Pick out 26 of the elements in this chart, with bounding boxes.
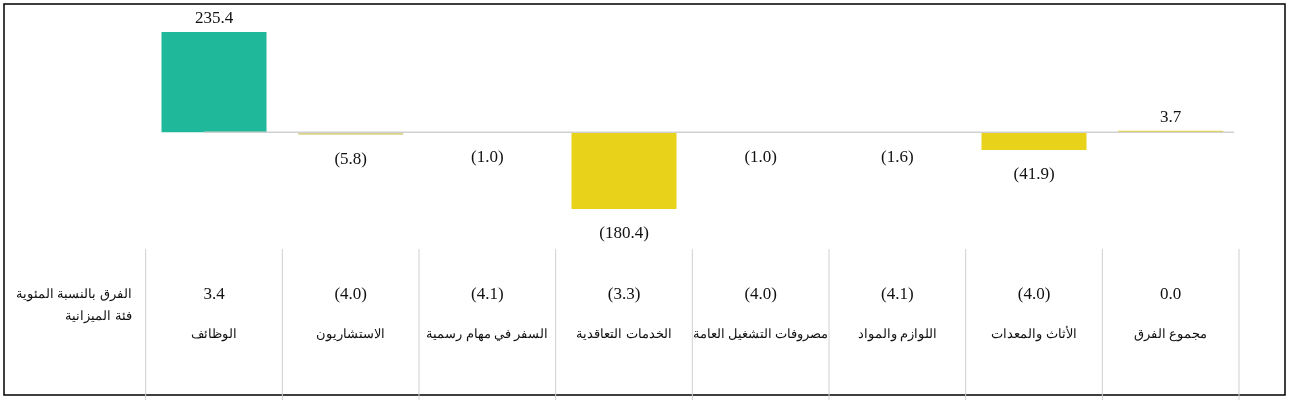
x-tick-label: الخدمات التعاقدية xyxy=(576,326,672,341)
data-label: (41.9) xyxy=(1013,164,1055,184)
x-tick-label: الاستشاريون xyxy=(316,326,386,342)
text: (4.1) xyxy=(881,284,914,303)
text: (4.0) xyxy=(744,284,777,303)
text: (4.0) xyxy=(334,284,367,303)
x-tick-label: مصروفات التشغيل العامة xyxy=(692,326,829,342)
x-tick-label: الأثاث والمعدات xyxy=(991,325,1077,342)
x-tick-label: السفر في مهام رسمية xyxy=(426,326,549,342)
x-tick-label: الوظائف xyxy=(191,326,237,342)
data-label: 3.7 xyxy=(1160,106,1182,126)
data-label: (1.0) xyxy=(471,146,504,166)
text: (3.3) xyxy=(607,284,641,303)
text: 0.0 xyxy=(1160,284,1182,303)
data-label: (1.0) xyxy=(744,146,777,166)
text: (4.0) xyxy=(1017,284,1051,303)
x-tick-label: مجموع الفرق xyxy=(1134,326,1208,342)
data-label: (5.8) xyxy=(334,148,367,168)
text: 3.4 xyxy=(203,284,226,303)
text: (4.1) xyxy=(471,284,504,303)
data-label: (180.4) xyxy=(599,223,649,242)
text: الفرق بالنسبة المئوية xyxy=(16,286,132,302)
data-label: (1.6) xyxy=(881,146,914,166)
data-label: 235.4 xyxy=(194,8,234,27)
x-tick-label: اللوازم والمواد xyxy=(857,326,937,342)
text: فئة الميزانية xyxy=(65,308,132,324)
